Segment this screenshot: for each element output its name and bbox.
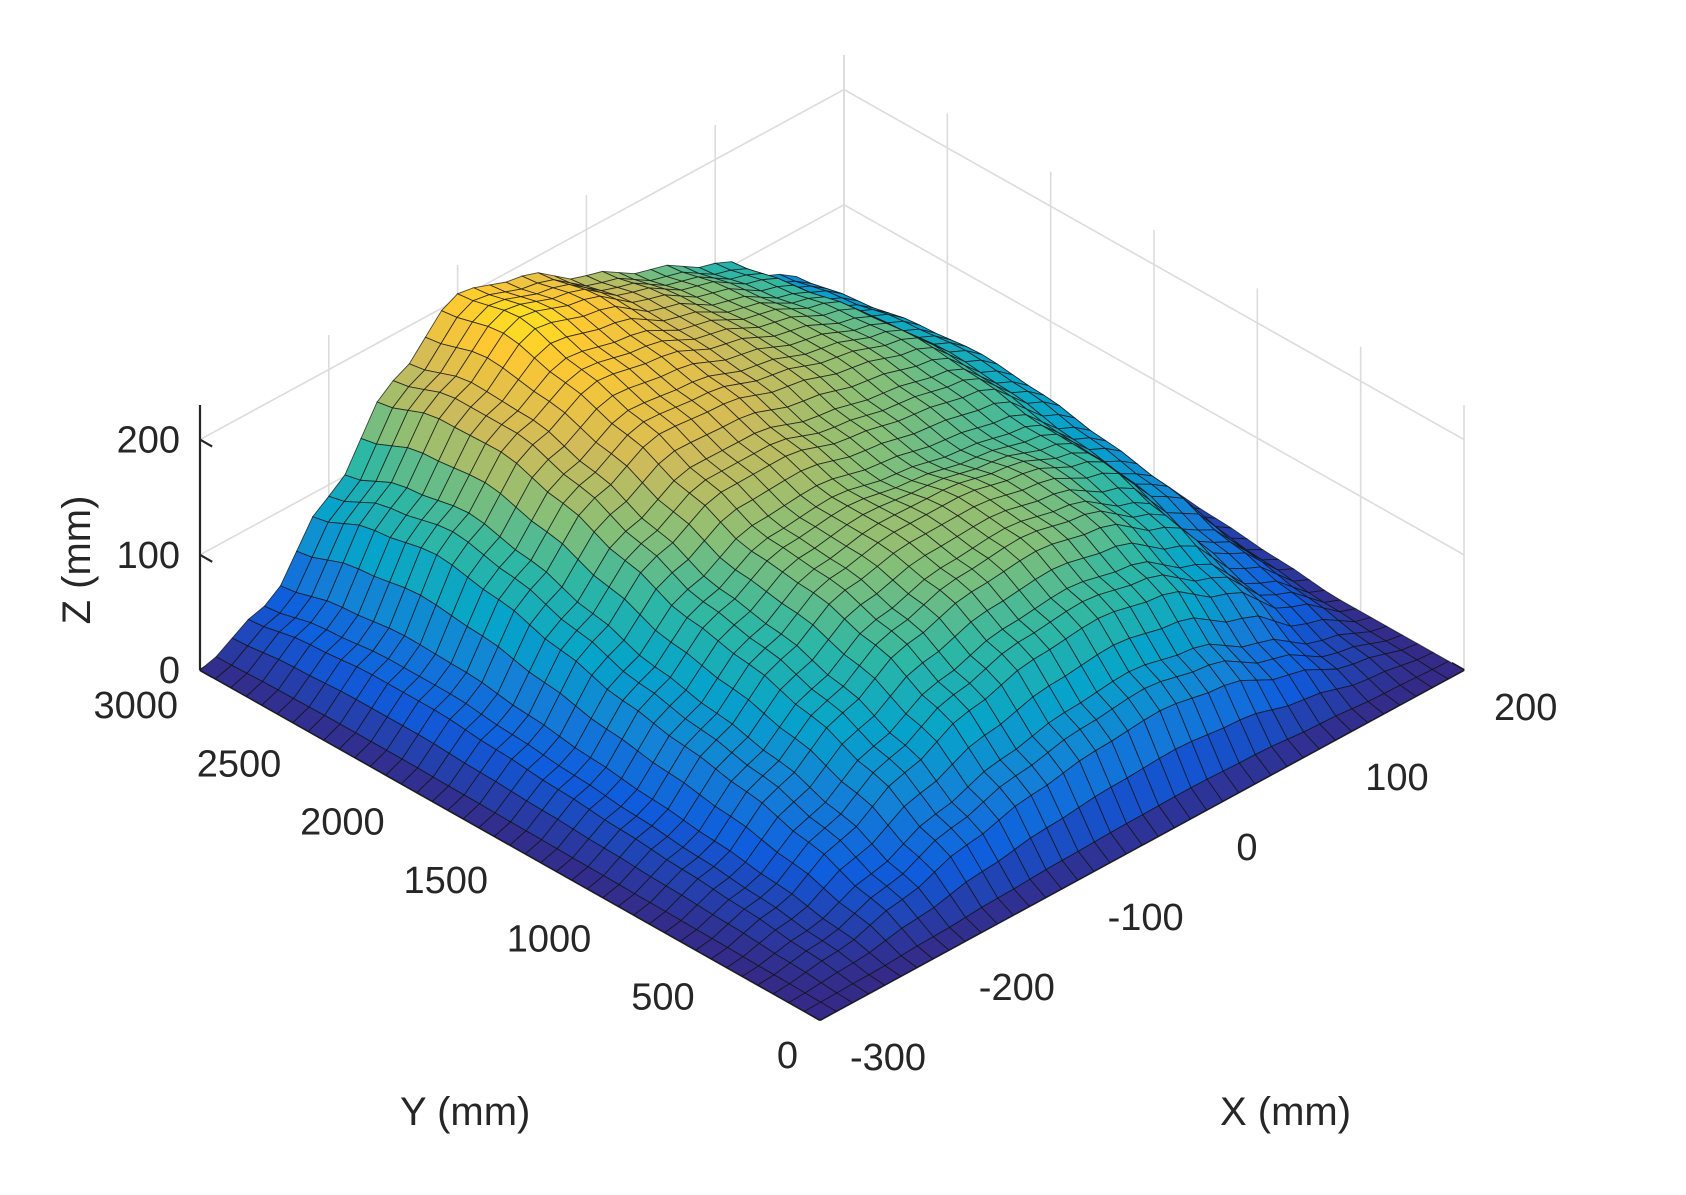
- z-tick-label: 0: [159, 650, 180, 692]
- y-tick-label: 2000: [300, 802, 385, 844]
- z-axis-label: Z (mm): [55, 496, 99, 625]
- x-tick-label: -100: [1108, 897, 1184, 939]
- x-tick-label: 0: [1236, 827, 1257, 869]
- y-tick-label: 3000: [93, 685, 178, 727]
- tick-labels: -300-200-1000100200050010001500200025003…: [93, 420, 1557, 1079]
- y-tick-label: 2500: [197, 743, 282, 785]
- x-tick-label: 100: [1365, 757, 1428, 799]
- z-tick-label: 100: [117, 535, 180, 577]
- x-tick-label: 200: [1494, 687, 1557, 729]
- surface-patch: [803, 1001, 838, 1021]
- x-axis-label: X (mm): [1220, 1090, 1351, 1134]
- y-axis-label: Y (mm): [400, 1090, 530, 1134]
- x-tick-label: -200: [979, 967, 1055, 1009]
- x-tick-label: -300: [850, 1037, 926, 1079]
- y-tick-label: 500: [631, 977, 694, 1019]
- surface-mesh: [199, 261, 1465, 1021]
- y-tick-label: 0: [777, 1035, 798, 1077]
- z-tick-label: 200: [117, 420, 180, 462]
- z-tick: [199, 553, 213, 563]
- y-tick-label: 1500: [403, 860, 488, 902]
- z-tick: [199, 438, 213, 448]
- y-tick-label: 1000: [507, 918, 592, 960]
